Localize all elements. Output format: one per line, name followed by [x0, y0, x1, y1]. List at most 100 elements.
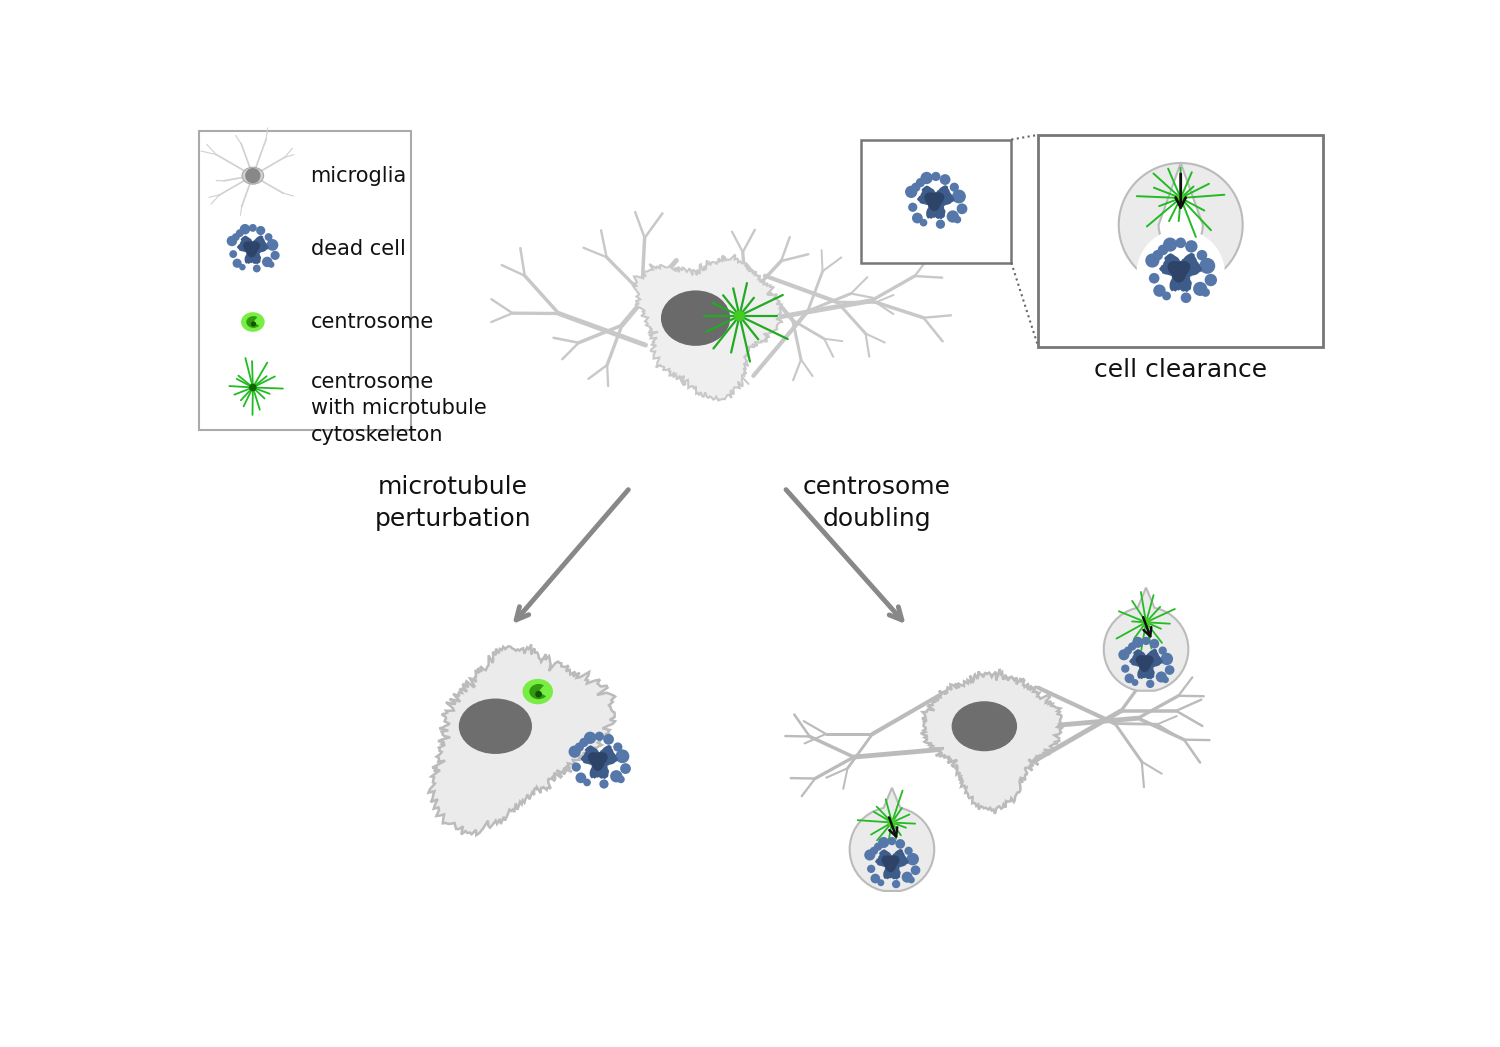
Polygon shape — [1104, 587, 1188, 691]
Circle shape — [932, 172, 940, 181]
Circle shape — [912, 213, 922, 223]
Polygon shape — [588, 752, 608, 771]
Circle shape — [936, 220, 945, 229]
Circle shape — [1156, 671, 1167, 683]
Circle shape — [914, 180, 922, 190]
Circle shape — [1202, 288, 1210, 297]
Circle shape — [1131, 680, 1138, 686]
Circle shape — [888, 819, 896, 826]
Circle shape — [950, 182, 958, 192]
Circle shape — [610, 771, 622, 782]
Circle shape — [1162, 676, 1168, 684]
Circle shape — [268, 262, 274, 268]
Polygon shape — [874, 849, 909, 879]
Polygon shape — [882, 855, 900, 872]
Circle shape — [954, 216, 962, 223]
Circle shape — [1178, 194, 1185, 202]
Circle shape — [908, 203, 918, 211]
Circle shape — [904, 847, 912, 855]
Circle shape — [249, 224, 256, 231]
Circle shape — [1128, 642, 1137, 650]
Circle shape — [594, 732, 604, 741]
Ellipse shape — [246, 316, 261, 328]
Circle shape — [874, 180, 885, 190]
Circle shape — [230, 250, 237, 258]
Circle shape — [1185, 240, 1197, 252]
Circle shape — [1158, 245, 1168, 255]
Ellipse shape — [522, 678, 554, 705]
Circle shape — [864, 849, 876, 861]
Circle shape — [888, 837, 896, 845]
Polygon shape — [921, 669, 1062, 814]
Circle shape — [1125, 673, 1134, 684]
Circle shape — [952, 190, 966, 203]
Circle shape — [885, 170, 897, 182]
Polygon shape — [849, 787, 934, 891]
Circle shape — [256, 226, 265, 236]
Polygon shape — [924, 193, 945, 211]
Circle shape — [574, 742, 584, 752]
Polygon shape — [633, 254, 782, 400]
Circle shape — [1149, 639, 1160, 648]
Circle shape — [910, 208, 922, 220]
Circle shape — [874, 843, 882, 851]
Polygon shape — [1130, 649, 1162, 680]
Circle shape — [1142, 637, 1150, 645]
Circle shape — [600, 779, 609, 788]
Circle shape — [240, 224, 250, 235]
Circle shape — [536, 691, 542, 697]
Circle shape — [236, 229, 243, 237]
Circle shape — [576, 773, 586, 783]
Circle shape — [870, 847, 877, 855]
Polygon shape — [1160, 252, 1202, 292]
Circle shape — [884, 217, 891, 224]
Circle shape — [946, 210, 958, 223]
Circle shape — [1166, 665, 1174, 675]
Ellipse shape — [242, 312, 264, 332]
Circle shape — [921, 201, 932, 211]
Circle shape — [1180, 292, 1191, 303]
Circle shape — [920, 219, 927, 226]
FancyBboxPatch shape — [1038, 135, 1323, 347]
Ellipse shape — [951, 701, 1017, 752]
Text: dead cell: dead cell — [310, 239, 405, 259]
Text: cell clearance: cell clearance — [1094, 358, 1268, 382]
Circle shape — [1192, 282, 1208, 296]
Circle shape — [568, 745, 580, 758]
Circle shape — [232, 233, 240, 241]
Circle shape — [868, 183, 880, 196]
Circle shape — [264, 233, 273, 241]
Text: microglia: microglia — [310, 165, 407, 185]
Circle shape — [1132, 637, 1143, 648]
Polygon shape — [580, 744, 618, 779]
Circle shape — [876, 210, 886, 221]
Circle shape — [896, 839, 904, 849]
Circle shape — [871, 200, 880, 209]
Text: centrosome
doubling: centrosome doubling — [802, 475, 951, 531]
Polygon shape — [237, 236, 268, 265]
Circle shape — [614, 742, 622, 752]
Circle shape — [916, 178, 926, 187]
Circle shape — [910, 182, 921, 192]
Circle shape — [1158, 646, 1167, 654]
Polygon shape — [1119, 163, 1242, 287]
Circle shape — [584, 779, 591, 786]
Circle shape — [620, 763, 632, 774]
Polygon shape — [243, 242, 260, 258]
Circle shape — [896, 170, 904, 179]
Circle shape — [251, 321, 257, 327]
Circle shape — [603, 734, 613, 744]
Circle shape — [238, 264, 246, 270]
Circle shape — [1197, 250, 1208, 261]
FancyBboxPatch shape — [861, 139, 1011, 263]
Circle shape — [916, 187, 930, 201]
Circle shape — [616, 776, 626, 783]
Circle shape — [910, 866, 921, 875]
Circle shape — [267, 239, 279, 251]
Circle shape — [921, 172, 933, 184]
Polygon shape — [429, 645, 615, 836]
Circle shape — [1154, 285, 1166, 297]
Circle shape — [1146, 680, 1155, 688]
Circle shape — [878, 879, 885, 886]
Circle shape — [906, 853, 920, 866]
